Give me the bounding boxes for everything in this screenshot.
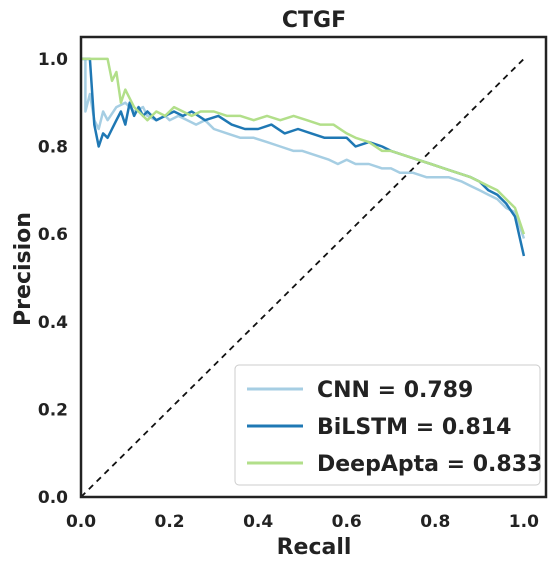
legend-box	[234, 364, 541, 486]
y-tick-label: 0.0	[38, 488, 68, 508]
x-tick-label: 0.6	[332, 512, 362, 532]
x-tick-label: 1.0	[509, 512, 539, 532]
series-line	[81, 57, 526, 235]
legend-label: DeepApta = 0.833	[317, 452, 542, 477]
y-tick-label: 0.8	[38, 138, 68, 158]
plot-frame	[79, 35, 548, 499]
legend-label: CNN = 0.789	[317, 378, 473, 403]
y-axis-label: Precision	[11, 212, 36, 326]
x-tick-label: 0.2	[155, 512, 185, 532]
x-tick-label: 0.4	[243, 512, 273, 532]
y-tick-label: 0.6	[38, 225, 68, 245]
x-axis-label: Recall	[277, 535, 352, 560]
series-line	[81, 57, 526, 239]
legend: CNN = 0.789 BiLSTM = 0.814 DeepApta = 0.83…	[234, 364, 542, 486]
series-line	[81, 57, 526, 257]
x-tick-label: 0.8	[420, 512, 450, 532]
legend-label: BiLSTM = 0.814	[317, 415, 511, 440]
y-tick-label: 1.0	[38, 50, 68, 70]
x-tick-label: 0.0	[66, 512, 96, 532]
chart-title: CTGF	[282, 8, 346, 33]
y-tick-label: 0.2	[38, 400, 68, 420]
y-tick-label: 0.4	[38, 313, 68, 333]
plot-area	[80, 57, 526, 498]
diagonal-reference-line	[80, 58, 525, 498]
tick-layer: 0.0 0.2 0.4 0.6 0.8 1.0 0.0 0.2 0.4 0.6 0.8 1.0	[38, 50, 539, 532]
